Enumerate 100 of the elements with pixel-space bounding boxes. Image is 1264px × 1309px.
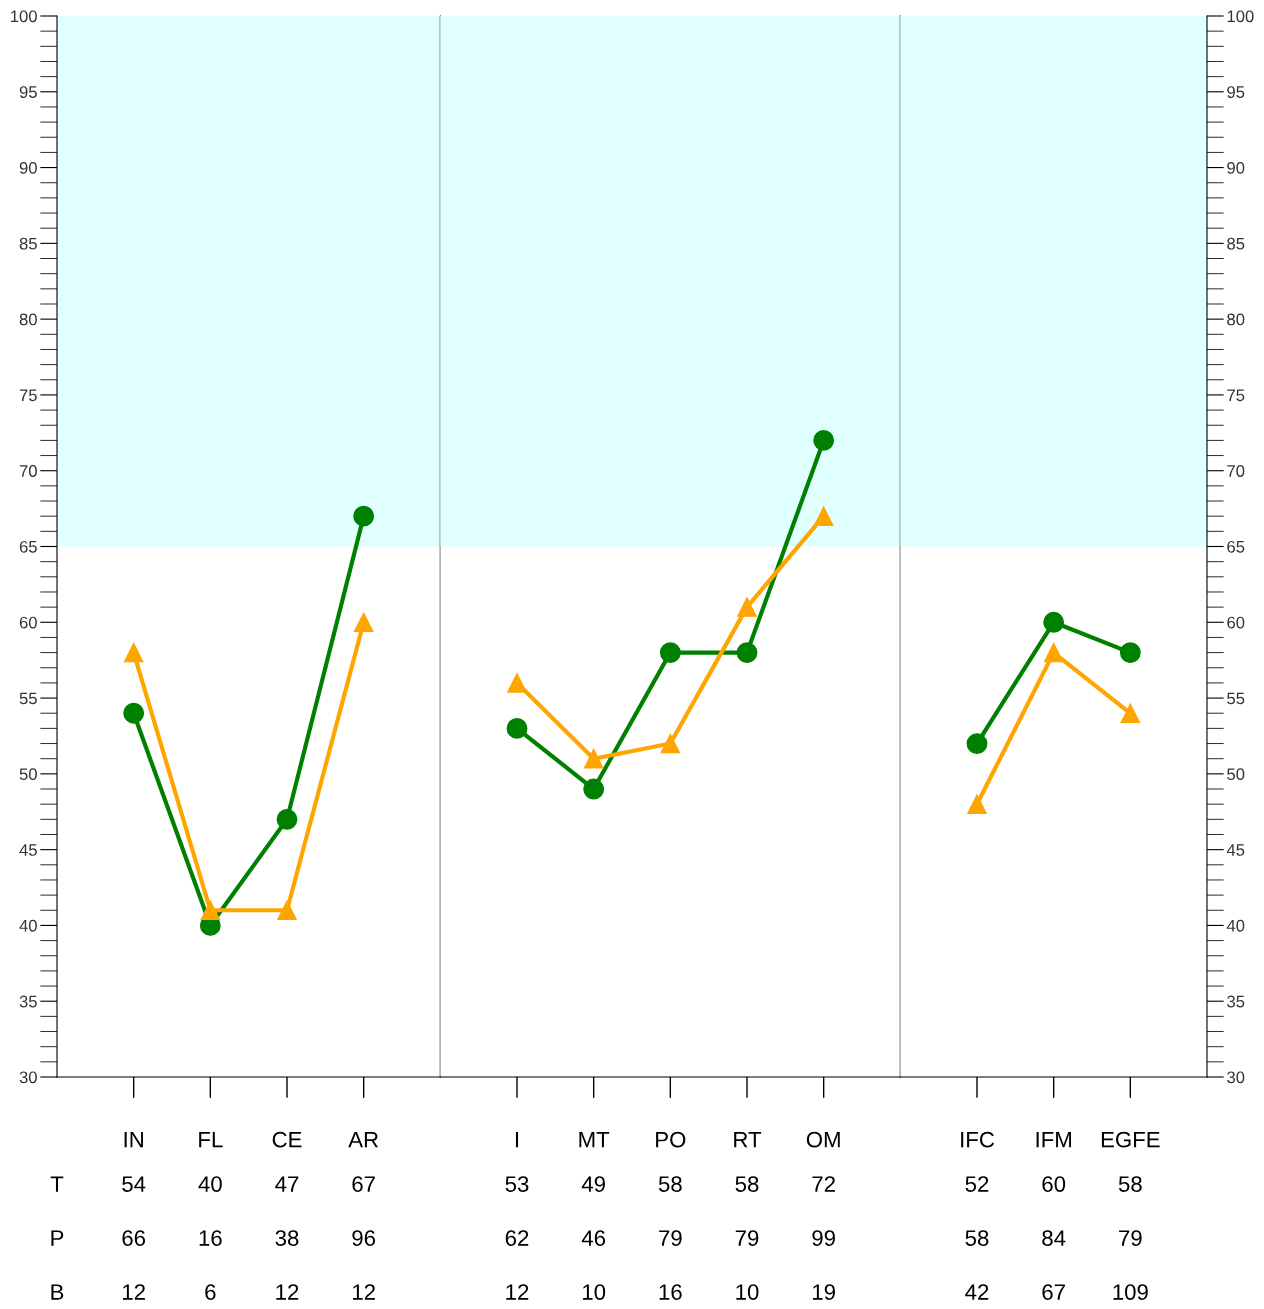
text: 79 xyxy=(1119,1230,1142,1246)
point xyxy=(1120,703,1141,723)
data-label: 58 xyxy=(1118,1176,1142,1192)
point xyxy=(659,642,681,664)
x-tick-label: IFM xyxy=(1036,1131,1071,1148)
point xyxy=(200,900,221,920)
text: 96 xyxy=(352,1230,376,1246)
data-label: 47 xyxy=(275,1176,299,1192)
data-label: 40 xyxy=(198,1176,222,1192)
y-tick-label: 90 xyxy=(19,161,37,174)
point xyxy=(276,808,298,830)
text: P xyxy=(51,1230,64,1246)
y-tick-label: 65 xyxy=(1227,540,1245,553)
x-tick-label: RT xyxy=(734,1131,762,1148)
point xyxy=(813,429,835,451)
y-tick-label: 80 xyxy=(1227,313,1245,326)
point xyxy=(967,794,987,814)
y-tick-label: 90 xyxy=(1227,161,1245,174)
y-tick-label: 70 xyxy=(19,465,37,477)
text: T xyxy=(50,1176,64,1192)
text: 84 xyxy=(1042,1230,1066,1246)
y-tick-label: 85 xyxy=(1227,237,1245,250)
text: 79 xyxy=(735,1230,759,1246)
y-tick-label: 70 xyxy=(1227,465,1245,477)
text: 12 xyxy=(123,1284,145,1300)
data-label: 58 xyxy=(735,1176,759,1192)
point xyxy=(277,900,297,920)
y-tick-label: 95 xyxy=(19,86,37,98)
data-label: 53 xyxy=(505,1176,529,1192)
y-tick-label: 75 xyxy=(1227,389,1245,402)
point xyxy=(736,642,758,664)
data-label: 54 xyxy=(122,1176,146,1192)
data-label: 58 xyxy=(658,1176,682,1192)
point xyxy=(353,505,375,527)
y-tick-label: 60 xyxy=(1227,616,1245,629)
text: 16 xyxy=(659,1284,682,1300)
text: 10 xyxy=(736,1284,759,1300)
data-label: 72 xyxy=(812,1176,835,1192)
y-tick-label: 100 xyxy=(11,10,37,23)
y-tick-label: 40 xyxy=(19,919,37,932)
data-label: 52 xyxy=(965,1176,989,1192)
point xyxy=(737,597,757,617)
y-tick-label: 65 xyxy=(19,540,37,553)
text: 12 xyxy=(353,1284,375,1300)
y-tick-label: 45 xyxy=(19,844,37,856)
x-tick-label: FL xyxy=(199,1131,223,1148)
text: 12 xyxy=(276,1284,299,1300)
y-tick-label: 45 xyxy=(1226,844,1245,856)
text: 99 xyxy=(812,1230,835,1246)
data-label: 67 xyxy=(352,1176,375,1192)
text: 109 xyxy=(1113,1284,1148,1300)
y-tick-label: 100 xyxy=(1227,10,1254,23)
text: 58 xyxy=(965,1230,989,1246)
point xyxy=(583,778,605,800)
y-tick-label: 50 xyxy=(19,768,37,781)
point xyxy=(966,733,988,754)
data-label: 60 xyxy=(1042,1176,1066,1192)
point xyxy=(507,673,527,693)
text: 67 xyxy=(1042,1284,1065,1300)
x-tick-label: EGFE xyxy=(1101,1131,1160,1148)
text: 19 xyxy=(813,1284,835,1300)
text: 16 xyxy=(199,1230,222,1246)
y-tick-label: 55 xyxy=(19,692,37,705)
y-tick-label: 60 xyxy=(19,616,37,629)
y-tick-label: 55 xyxy=(1227,692,1245,705)
x-tick-label: MT xyxy=(579,1131,610,1148)
text: 42 xyxy=(965,1284,989,1300)
point xyxy=(1043,642,1064,663)
x-tick-label: CE xyxy=(272,1131,302,1148)
y-tick-label: 35 xyxy=(19,995,37,1008)
x-tick-label: IN xyxy=(124,1131,143,1148)
y-tick-label: 85 xyxy=(19,237,37,250)
x-tick-label: OM xyxy=(806,1131,840,1148)
text: 6 xyxy=(205,1284,216,1300)
point xyxy=(1043,611,1065,633)
text: 62 xyxy=(505,1230,529,1246)
point xyxy=(1119,642,1141,664)
text: 10 xyxy=(583,1284,606,1300)
text: 38 xyxy=(275,1230,299,1246)
text: 46 xyxy=(581,1230,606,1246)
point xyxy=(353,612,374,633)
y-tick-label: 30 xyxy=(19,1071,37,1084)
point xyxy=(123,642,144,663)
text: 66 xyxy=(122,1230,146,1246)
y-tick-label: 30 xyxy=(1227,1071,1245,1084)
y-tick-label: 50 xyxy=(1227,768,1245,781)
point xyxy=(813,506,834,526)
text: 12 xyxy=(506,1284,529,1300)
point xyxy=(506,717,528,739)
x-tick-label: PO xyxy=(656,1131,686,1148)
text: 79 xyxy=(659,1230,682,1246)
x-tick-label: AR xyxy=(348,1131,379,1148)
point xyxy=(583,748,604,769)
point xyxy=(660,733,681,754)
y-tick-label: 80 xyxy=(19,313,37,326)
x-tick-label: IFC xyxy=(961,1131,995,1148)
text: B xyxy=(51,1284,64,1300)
y-tick-label: 95 xyxy=(1227,86,1245,98)
point xyxy=(123,702,145,724)
y-tick-label: 75 xyxy=(19,389,37,402)
